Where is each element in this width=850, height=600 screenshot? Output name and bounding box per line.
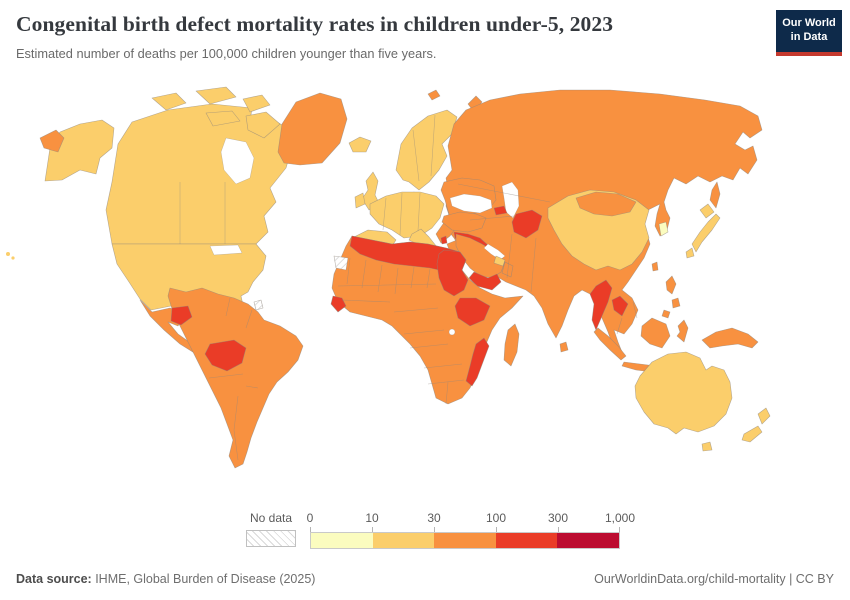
legend-color-bar (310, 532, 620, 549)
country-ecuador[interactable] (170, 305, 193, 326)
country-afghanistan[interactable] (511, 209, 543, 239)
country-albania[interactable] (440, 235, 448, 245)
legend-tick-label: 0 (306, 511, 314, 525)
country-indonesia-sumatra[interactable] (593, 327, 627, 361)
country-philippines[interactable] (671, 297, 681, 309)
country-russia-sakhalin[interactable] (709, 181, 721, 209)
owid-logo-strip (776, 51, 842, 56)
legend-swatch-300-1000[interactable] (557, 533, 619, 548)
country-indonesia-sulawesi[interactable] (676, 319, 689, 343)
country-usa-hawaii[interactable] (6, 252, 10, 256)
region-south-america[interactable] (167, 287, 304, 469)
owid-logo-line2: in Data (790, 31, 828, 44)
legend-tick-labels: 0 10 30 100 300 1,000 (306, 511, 635, 526)
country-russia-chukotka[interactable] (39, 129, 65, 153)
chart-footer: Data source: IHME, Global Burden of Dise… (16, 572, 834, 586)
country-western-sahara[interactable] (333, 255, 349, 271)
hudson-bay (220, 137, 255, 185)
country-new-guinea[interactable] (701, 327, 759, 349)
country-indonesia-borneo[interactable] (640, 317, 671, 349)
country-myanmar[interactable] (589, 279, 613, 331)
country-french-guiana[interactable] (253, 299, 264, 311)
region-scandinavia[interactable] (395, 109, 458, 191)
country-canada-arctic[interactable] (242, 94, 271, 113)
country-philippines[interactable] (661, 309, 671, 319)
data-source: Data source: IHME, Global Burden of Dise… (16, 572, 315, 586)
legend-no-data-label: No data (249, 511, 293, 525)
legend-swatch-100-300[interactable] (495, 533, 558, 548)
country-laos[interactable] (611, 295, 629, 317)
great-lakes (209, 244, 243, 256)
country-new-zealand[interactable] (741, 425, 763, 443)
chart-header: Congenital birth defect mortality rates … (16, 12, 760, 61)
country-new-zealand[interactable] (757, 407, 771, 425)
legend-tick-label: 100 (485, 511, 507, 525)
chart-subtitle: Estimated number of deaths per 100,000 c… (16, 46, 437, 61)
country-mongolia[interactable] (575, 191, 637, 217)
country-azerbaijan[interactable] (493, 205, 508, 216)
black-sea (449, 193, 493, 214)
country-greenland[interactable] (277, 92, 348, 166)
country-canada-arctic[interactable] (195, 86, 237, 105)
chart-title: Congenital birth defect mortality rates … (16, 12, 614, 36)
country-turkey[interactable] (441, 211, 487, 233)
country-ireland[interactable] (354, 192, 366, 209)
legend-no-data-swatch[interactable] (246, 530, 296, 547)
country-taiwan[interactable] (651, 261, 659, 272)
country-oman[interactable] (501, 261, 514, 278)
owid-logo-box: Our World in Data (776, 10, 842, 52)
country-canada-arctic[interactable] (205, 110, 241, 127)
legend-swatch-10-30[interactable] (372, 533, 435, 548)
country-mozambique[interactable] (465, 337, 490, 387)
country-usa-hawaii[interactable] (11, 256, 15, 260)
country-bolivia[interactable] (204, 339, 247, 372)
legend-swatch-30-100[interactable] (434, 533, 496, 548)
country-iceland[interactable] (348, 136, 372, 153)
country-japan[interactable] (699, 203, 715, 219)
country-australia[interactable] (634, 351, 733, 435)
country-sri-lanka[interactable] (559, 341, 569, 353)
world-choropleth-map[interactable] (0, 86, 850, 506)
region-egypt-sudan[interactable] (436, 249, 469, 297)
country-japan[interactable] (685, 247, 695, 259)
country-philippines[interactable] (665, 275, 677, 295)
country-canada-baffin[interactable] (245, 111, 281, 139)
country-japan[interactable] (691, 213, 721, 253)
lake-victoria (448, 328, 456, 336)
country-madagascar[interactable] (503, 323, 520, 367)
legend-no-data: No data (246, 511, 296, 547)
country-ethiopia[interactable] (454, 297, 491, 327)
country-australia-tasmania[interactable] (701, 441, 713, 452)
caspian-sea (501, 181, 520, 219)
legend-tick-label: 300 (547, 511, 569, 525)
country-uae[interactable] (493, 255, 506, 267)
region-western-europe[interactable] (369, 191, 445, 239)
legend-tick-label: 1,000 (604, 511, 636, 525)
country-borders (179, 114, 638, 461)
country-canada-arctic[interactable] (151, 92, 187, 111)
owid-logo[interactable]: Our World in Data (776, 10, 842, 56)
country-svalbard[interactable] (427, 89, 441, 101)
legend-tick-label: 10 (365, 511, 379, 525)
owid-logo-line1: Our World (782, 17, 836, 29)
license-link[interactable]: OurWorldinData.org/child-mortality | CC … (594, 572, 834, 586)
legend-color-scale: 0 10 30 100 300 1,000 (306, 511, 635, 549)
legend-tick-label: 30 (427, 511, 441, 525)
country-south-korea[interactable] (658, 221, 669, 237)
data-source-label: Data source: (16, 572, 92, 586)
legend-swatch-0-10[interactable] (311, 533, 373, 548)
data-source-text: IHME, Global Burden of Disease (2025) (91, 572, 316, 586)
